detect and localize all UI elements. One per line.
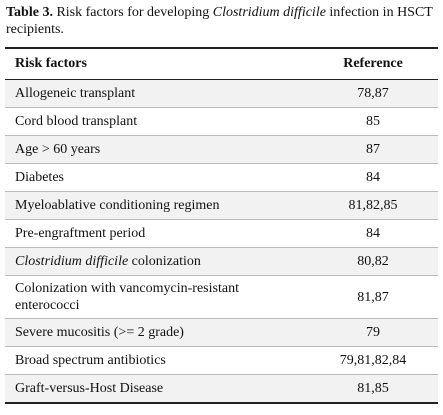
factor-cell: Broad spectrum antibiotics — [5, 346, 308, 375]
factor-cell: Severe mucositis (>= 2 grade) — [5, 318, 308, 347]
table-row: Graft-versus-Host Disease 81,85 — [5, 374, 438, 404]
caption-italic: Clostridium difficile — [212, 5, 326, 20]
table-row: Cord blood transplant 85 — [5, 107, 438, 136]
factor-cell: Myeloablative conditioning regimen — [5, 191, 308, 220]
table-row: Diabetes 84 — [5, 163, 438, 192]
factor-text: Diabetes — [15, 170, 64, 185]
factor-cell: Allogeneic transplant — [5, 79, 308, 108]
factor-text: Myeloablative conditioning regimen — [15, 198, 220, 213]
table: Risk factors Reference Allogeneic transp… — [5, 47, 438, 404]
factor-cell: Colonization with vancomycin-resistant e… — [5, 275, 308, 319]
caption-label: Table 3. — [6, 5, 53, 20]
factor-text: Allogeneic transplant — [15, 86, 136, 101]
reference-cell: 84 — [308, 163, 438, 192]
factor-cell: Graft-versus-Host Disease — [5, 374, 308, 404]
factor-cell: Cord blood transplant — [5, 107, 308, 136]
table-row: Pre-engraftment period 84 — [5, 219, 438, 248]
reference-cell: 78,87 — [308, 79, 438, 108]
factor-text: Cord blood transplant — [15, 114, 138, 129]
table-row: Broad spectrum antibiotics 79,81,82,84 — [5, 346, 438, 375]
reference-cell: 81,82,85 — [308, 191, 438, 220]
factor-text: Colonization with vancomycin-resistant e… — [15, 281, 239, 313]
header-cell: Reference — [308, 47, 438, 80]
factor-text: Pre-engraftment period — [15, 226, 146, 241]
reference-cell: 87 — [308, 135, 438, 164]
factor-text: colonization — [128, 254, 201, 269]
factor-cell: Clostridium difficile colonization — [5, 247, 308, 276]
reference-cell: 85 — [308, 107, 438, 136]
reference-cell: 79 — [308, 318, 438, 347]
table-row: Allogeneic transplant 78,87 — [5, 79, 438, 108]
reference-cell: 84 — [308, 219, 438, 248]
reference-cell: 81,85 — [308, 374, 438, 404]
factor-text: Broad spectrum antibiotics — [15, 353, 166, 368]
header-row: Risk factors Reference — [5, 47, 438, 80]
caption: Table 3. Risk factors for developing Clo… — [6, 4, 436, 38]
caption-text: infection in HSCT recipients. — [6, 5, 433, 37]
table-row: Myeloablative conditioning regimen 81,82,… — [5, 191, 438, 220]
factor-cell: Pre-engraftment period — [5, 219, 308, 248]
factor-text: Severe mucositis (>= 2 grade) — [15, 325, 184, 340]
reference-cell: 80,82 — [308, 247, 438, 276]
header-cell: Risk factors — [5, 47, 308, 80]
reference-cell: 81,87 — [308, 275, 438, 319]
table-body: Allogeneic transplant 78,87 Cord blood tra… — [5, 79, 438, 404]
table-row: Age > 60 years 87 — [5, 135, 438, 164]
table-row: Colonization with vancomycin-resistant e… — [5, 275, 438, 319]
factor-italic: Clostridium difficile — [15, 254, 129, 269]
table-row: Clostridium difficile colonization 80,82 — [5, 247, 438, 276]
table-row: Severe mucositis (>= 2 grade) 79 — [5, 318, 438, 347]
reference-cell: 79,81,82,84 — [308, 346, 438, 375]
caption-text: Risk factors for developing — [52, 5, 213, 20]
factor-cell: Diabetes — [5, 163, 308, 192]
factor-text: Age > 60 years — [15, 142, 101, 157]
factor-cell: Age > 60 years — [5, 135, 308, 164]
factor-text: Graft-versus-Host Disease — [15, 381, 164, 396]
